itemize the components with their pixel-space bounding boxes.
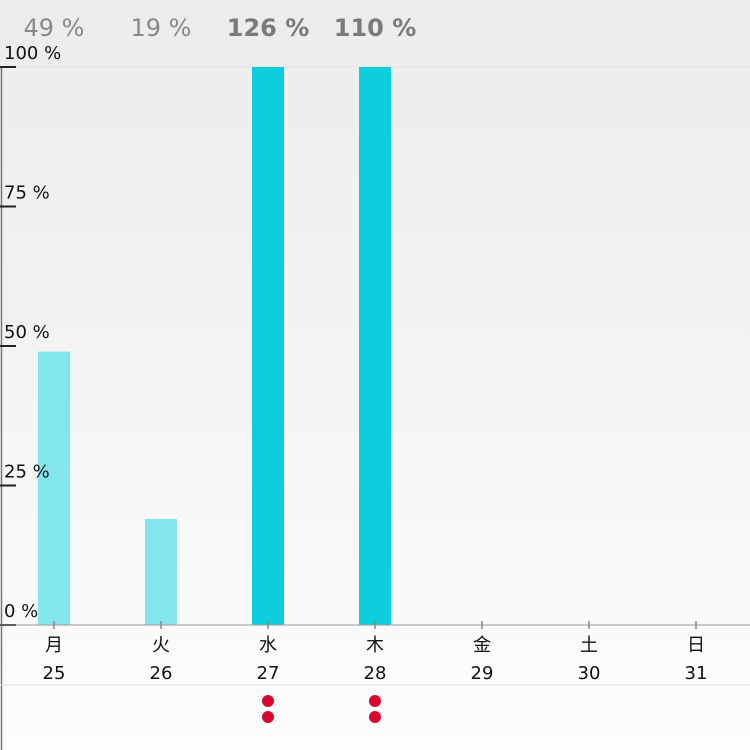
value-labels: 49 % 19 % 126 % 110 % bbox=[24, 14, 417, 42]
weekday-label-6: 日 bbox=[687, 635, 705, 656]
x-axis-labels: 月 25 火 26 水 27 木 28 金 29 土 30 日 31 bbox=[43, 621, 708, 684]
value-label-1: 19 % bbox=[131, 14, 192, 42]
y-tick-label-3: 75 % bbox=[4, 183, 50, 204]
weekday-label-5: 土 bbox=[580, 635, 598, 656]
bar-1 bbox=[145, 518, 177, 625]
weekday-label-2: 水 bbox=[259, 635, 277, 656]
value-label-2: 126 % bbox=[227, 14, 310, 42]
value-label-3: 110 % bbox=[334, 14, 417, 42]
y-tick-label-1: 25 % bbox=[4, 462, 50, 483]
day-markers bbox=[262, 695, 381, 723]
weekday-label-4: 金 bbox=[473, 635, 491, 656]
y-axis-ticks: 0 % 25 % 50 % 75 % 100 % bbox=[0, 43, 61, 626]
y-tick-label-4: 100 % bbox=[4, 43, 61, 64]
bar-2 bbox=[252, 67, 284, 625]
date-label-0: 25 bbox=[43, 663, 66, 684]
date-label-3: 28 bbox=[364, 663, 387, 684]
date-label-6: 31 bbox=[685, 663, 708, 684]
bar-0 bbox=[38, 351, 70, 625]
weekday-label-3: 木 bbox=[366, 635, 384, 656]
weekday-label-0: 月 bbox=[45, 635, 63, 656]
y-tick-label-0: 0 % bbox=[4, 601, 38, 622]
marker-dot-3-0 bbox=[369, 695, 381, 707]
date-label-2: 27 bbox=[257, 663, 280, 684]
date-label-1: 26 bbox=[150, 663, 173, 684]
marker-dot-2-0 bbox=[262, 695, 274, 707]
marker-dot-3-1 bbox=[369, 711, 381, 723]
bars bbox=[38, 67, 391, 625]
weekday-label-1: 火 bbox=[152, 635, 170, 656]
bar-3 bbox=[359, 67, 391, 625]
marker-dot-2-1 bbox=[262, 711, 274, 723]
y-tick-label-2: 50 % bbox=[4, 322, 50, 343]
value-label-0: 49 % bbox=[24, 14, 85, 42]
date-label-5: 30 bbox=[578, 663, 601, 684]
date-label-4: 29 bbox=[471, 663, 494, 684]
